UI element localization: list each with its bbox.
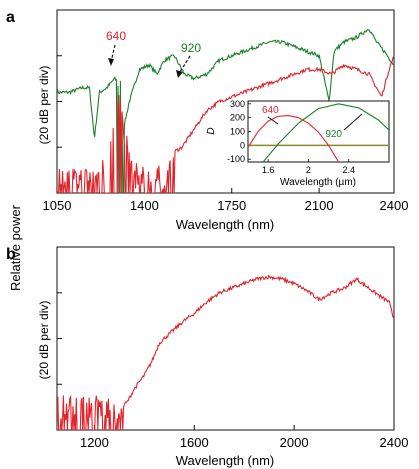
inset-series-640-line: [248, 115, 340, 162]
inset-ticks: -100 0 100 200 300 1.6 2 2.4: [227, 99, 355, 175]
x-tick-label: 1600: [180, 435, 209, 450]
panel-a-xlabel: Wavelength (nm): [176, 217, 275, 232]
x-tick-label: 1400: [130, 198, 159, 213]
annotation-640-arrowhead: [108, 58, 114, 66]
inset-y-tick-label: 200: [230, 113, 245, 123]
panel-b-xticks: 1200 1600 2000 2400: [80, 425, 408, 450]
x-tick-label: 2100: [305, 198, 334, 213]
inset-y-tick-label: -100: [227, 154, 245, 164]
panel-b-frame: [56, 246, 395, 431]
x-tick-label: 1050: [43, 198, 72, 213]
shared-ylabel: Relative power: [8, 204, 23, 291]
inset-label-920: 920: [325, 129, 342, 140]
annotation-640-label: 640: [106, 29, 126, 43]
panel-b-xlabel: Wavelength (nm): [176, 453, 275, 468]
inset-x-tick-label: 1.6: [262, 165, 275, 175]
inset-ylabel: D: [206, 127, 217, 134]
inset-series: [248, 103, 389, 162]
panel-a-xticks: 1050 1400 1750 2100 2400: [43, 188, 409, 213]
panel-a-letter: a: [6, 9, 15, 26]
panel-b-yticks: [57, 292, 62, 385]
x-tick-label: 2000: [280, 435, 309, 450]
x-tick-label: 1200: [80, 435, 109, 450]
panel-a-ylabel: (20 dB per div): [37, 66, 51, 145]
panel-b: b (20 dB per div) 1200 1600 2000 2400 Wavel…: [6, 246, 408, 468]
panel-a-series: [57, 28, 394, 193]
annotation-920-arrow: [179, 55, 191, 73]
inset-y-tick-label: 100: [230, 127, 245, 137]
annotation-920-arrowhead: [176, 70, 183, 78]
inset-y-tick-label: 0: [240, 140, 245, 150]
x-tick-label: 2400: [380, 198, 409, 213]
inset-series-920-line: [262, 103, 389, 162]
annotation-640-arrow: [110, 44, 116, 63]
annotation-640: 640: [106, 29, 126, 66]
inset-y-tick-label: 300: [230, 99, 245, 109]
inset-label-640: 640: [262, 105, 279, 116]
panel-a: a (20 dB per div) 1050 1400 1750 2100 2400 W…: [6, 9, 408, 232]
inset-arrow-640: [267, 116, 279, 125]
x-tick-label: 1750: [217, 198, 246, 213]
annotation-920: 920: [176, 41, 201, 78]
inset-xlabel: Wavelength (µm): [280, 177, 356, 188]
panel-b-series: [57, 274, 394, 430]
series-920-line: [57, 28, 394, 193]
inset-x-tick-label: 2.4: [342, 165, 355, 175]
inset-arrow-920: [343, 113, 363, 131]
annotation-920-label: 920: [181, 41, 201, 55]
panel-a-yticks: [57, 55, 62, 148]
series-640-line: [57, 56, 394, 193]
panel-b-ylabel: (20 dB per div): [37, 301, 51, 380]
series-spectrum-line: [57, 274, 394, 430]
panel-b-letter: b: [6, 246, 16, 263]
x-tick-label: 2400: [380, 435, 409, 450]
inset-x-tick-label: 2: [306, 165, 311, 175]
